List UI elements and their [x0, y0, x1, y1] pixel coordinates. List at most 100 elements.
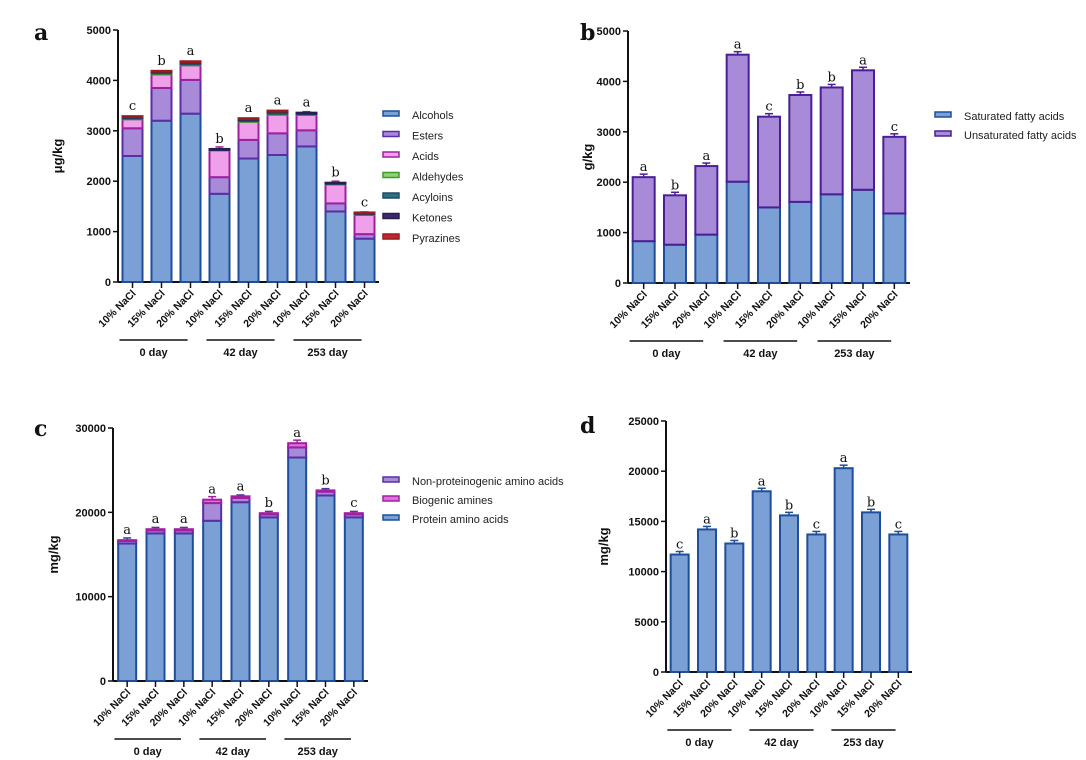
significance-label: a: [187, 44, 195, 59]
bar-unsaturated-fatty-acids: [694, 165, 719, 236]
bar-unsaturated-fatty-acids: [725, 53, 750, 183]
bar-saturated-fatty-acids: [725, 180, 750, 284]
significance-label: b: [321, 473, 329, 488]
significance-label: b: [671, 178, 679, 193]
legend-swatch: [382, 171, 400, 179]
legend-label: Unsaturated fatty acids: [964, 130, 1077, 142]
group-label: 0 day: [139, 347, 168, 359]
legend-swatch: [934, 111, 952, 118]
y-tick-label: 30000: [75, 423, 106, 435]
bar-alcohols: [353, 237, 376, 284]
bar-pyrazines: [266, 109, 289, 113]
legend-swatch: [382, 514, 400, 521]
bar-unsaturated-fatty-acids: [788, 94, 813, 203]
significance-label: b: [867, 495, 875, 510]
legend-label: Acids: [412, 151, 439, 163]
bar-acids: [324, 183, 347, 205]
legend-swatch: [382, 110, 400, 117]
bar-total: [833, 467, 854, 673]
significance-label: c: [895, 517, 902, 532]
y-axis-label: μg/kg: [50, 139, 65, 174]
bar-total: [669, 553, 690, 673]
bar-total: [861, 511, 881, 674]
significance-label: c: [891, 120, 898, 135]
legend-label: Protein amino acids: [412, 514, 509, 526]
legend-label: Saturated fatty acids: [964, 111, 1065, 123]
significance-label: a: [758, 474, 766, 489]
significance-label: c: [129, 99, 136, 114]
legend-label: Ketones: [412, 213, 453, 225]
significance-label: a: [640, 160, 648, 175]
bar-esters: [208, 176, 231, 195]
bar-protein-amino-acids: [117, 542, 138, 683]
significance-label: c: [765, 100, 772, 115]
bar-unsaturated-fatty-acids: [819, 86, 844, 196]
panel-letter: c: [34, 416, 47, 442]
legend-swatch: [382, 192, 400, 199]
bar-alcohols: [266, 153, 289, 284]
bar-acids: [237, 120, 260, 141]
y-tick-label: 4000: [597, 76, 621, 88]
significance-label: a: [293, 426, 301, 441]
bar-ketones: [324, 181, 347, 185]
group-label: 42 day: [764, 737, 799, 749]
legend-swatch: [382, 476, 400, 483]
legend-label: Esters: [412, 131, 444, 143]
bar-alcohols: [208, 192, 231, 283]
bar-protein-amino-acids: [202, 519, 223, 682]
legend-label: Acyloins: [412, 192, 453, 204]
panel-letter: d: [580, 413, 595, 439]
bar-biogenic-amines: [315, 489, 336, 493]
y-tick-label: 2000: [597, 177, 621, 189]
bar-ketones: [208, 147, 231, 151]
significance-label: a: [703, 512, 711, 527]
bar-esters: [179, 78, 202, 115]
significance-label: a: [123, 523, 131, 538]
bar-saturated-fatty-acids: [757, 206, 781, 284]
group-label: 0 day: [652, 348, 681, 360]
bar-biogenic-amines: [173, 528, 194, 532]
bar-non-proteinogenic-amino-acids: [287, 446, 308, 459]
significance-label: b: [796, 78, 804, 93]
significance-label: b: [785, 498, 793, 513]
bar-protein-amino-acids: [287, 456, 308, 682]
bar-total: [697, 528, 717, 673]
bar-alcohols: [237, 157, 260, 284]
legend-swatch: [382, 212, 400, 220]
y-axis-label: mg/kg: [596, 527, 611, 565]
bar-alcohols: [324, 210, 347, 283]
legend-swatch: [934, 130, 952, 137]
bar-pyrazines: [353, 211, 376, 215]
bar-esters: [150, 86, 173, 122]
bar-alcohols: [121, 155, 144, 283]
bar-total: [751, 490, 772, 673]
legend-label: Biogenic amines: [412, 495, 493, 507]
significance-label: b: [215, 132, 223, 147]
y-tick-label: 1000: [597, 228, 621, 240]
bar-acids: [295, 113, 318, 132]
bar-alcohols: [150, 119, 173, 283]
bar-saturated-fatty-acids: [851, 188, 875, 284]
bar-non-proteinogenic-amino-acids: [202, 502, 223, 522]
legend-label: Aldehydes: [412, 172, 464, 184]
group-label: 253 day: [843, 737, 884, 749]
bar-unsaturated-fatty-acids: [757, 115, 781, 209]
bar-pyrazines: [121, 115, 144, 118]
bar-esters: [266, 132, 289, 156]
bar-biogenic-amines: [145, 528, 166, 532]
significance-label: b: [265, 496, 273, 511]
group-label: 42 day: [223, 347, 258, 359]
legend-label: Non-proteinogenic amino acids: [412, 476, 564, 488]
significance-label: a: [840, 451, 848, 466]
bar-esters: [324, 202, 347, 213]
bar-biogenic-amines: [230, 495, 251, 499]
bar-total: [724, 542, 745, 673]
group-label: 0 day: [685, 737, 714, 749]
bar-acids: [353, 213, 376, 236]
bar-saturated-fatty-acids: [819, 193, 844, 285]
bar-acids: [208, 148, 231, 179]
group-label: 253 day: [298, 746, 339, 758]
